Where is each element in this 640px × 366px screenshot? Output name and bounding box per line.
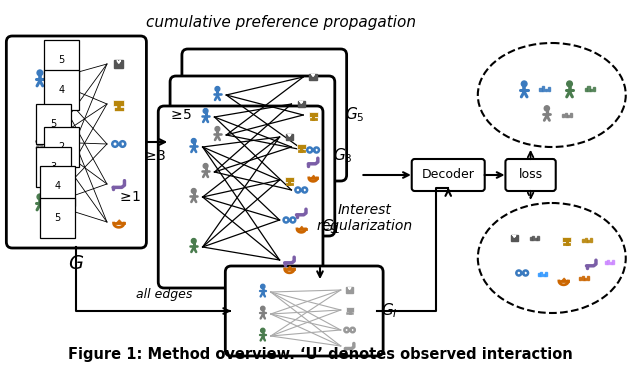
Bar	[545, 89, 547, 91]
Bar	[285, 176, 294, 182]
Bar	[297, 143, 306, 149]
Bar	[588, 86, 589, 91]
Bar	[568, 115, 570, 117]
Text: Decoder: Decoder	[422, 168, 475, 182]
Ellipse shape	[478, 203, 626, 313]
Bar	[585, 238, 587, 242]
Bar	[542, 86, 544, 91]
Text: 2: 2	[58, 142, 65, 152]
Polygon shape	[348, 287, 351, 290]
Bar	[563, 114, 564, 117]
Bar	[584, 278, 586, 280]
Text: all edges: all edges	[136, 288, 193, 301]
Circle shape	[260, 284, 265, 289]
Bar	[346, 287, 353, 293]
Bar	[587, 276, 589, 280]
Text: $G_1$: $G_1$	[321, 218, 340, 236]
Circle shape	[203, 164, 208, 168]
Bar	[309, 74, 317, 80]
Bar	[538, 236, 540, 240]
Text: $G$: $G$	[68, 254, 84, 273]
FancyBboxPatch shape	[158, 106, 323, 288]
Circle shape	[260, 328, 265, 333]
Text: 5: 5	[54, 213, 61, 223]
Bar	[582, 276, 584, 280]
Circle shape	[522, 81, 527, 87]
Bar	[543, 274, 545, 276]
Bar	[570, 113, 572, 117]
Circle shape	[37, 70, 43, 76]
Bar	[610, 262, 612, 264]
Text: 3: 3	[51, 162, 57, 172]
Circle shape	[191, 188, 196, 193]
Bar	[308, 112, 317, 117]
Bar	[285, 134, 293, 140]
Circle shape	[191, 239, 196, 243]
Polygon shape	[288, 134, 291, 137]
Polygon shape	[300, 101, 303, 104]
Text: $\geq\!5$: $\geq\!5$	[168, 108, 192, 122]
Polygon shape	[312, 74, 315, 76]
Circle shape	[567, 81, 572, 87]
Circle shape	[203, 109, 208, 113]
Bar	[590, 89, 593, 91]
Text: cumulative preference propagation: cumulative preference propagation	[145, 15, 415, 30]
Bar	[587, 240, 589, 242]
Circle shape	[37, 194, 43, 200]
Bar	[548, 87, 550, 91]
Text: Interest
regularization: Interest regularization	[316, 203, 412, 233]
Circle shape	[544, 106, 550, 111]
Bar	[540, 88, 541, 91]
Polygon shape	[513, 235, 516, 238]
Bar	[530, 237, 532, 240]
Circle shape	[215, 86, 220, 92]
Bar	[607, 259, 609, 264]
Bar	[511, 235, 518, 241]
Bar	[113, 100, 124, 107]
FancyBboxPatch shape	[412, 159, 484, 191]
Bar	[540, 272, 542, 276]
FancyBboxPatch shape	[6, 36, 147, 248]
Bar	[538, 273, 540, 276]
FancyBboxPatch shape	[225, 266, 383, 356]
Text: loss: loss	[518, 168, 543, 182]
Bar	[579, 277, 581, 280]
Text: $G_3$: $G_3$	[333, 147, 353, 165]
Text: $G_I$: $G_I$	[381, 302, 398, 320]
Bar	[298, 101, 305, 107]
Bar	[545, 272, 547, 276]
Text: Figure 1: Method overview. ‘U’ denotes observed interaction: Figure 1: Method overview. ‘U’ denotes o…	[68, 347, 572, 362]
Text: $G_5$: $G_5$	[345, 106, 364, 124]
Ellipse shape	[478, 43, 626, 147]
Bar	[589, 238, 591, 242]
Bar	[593, 87, 595, 91]
Bar	[565, 113, 567, 117]
Text: 4: 4	[54, 181, 61, 191]
Text: 4: 4	[58, 85, 65, 95]
Text: 5: 5	[58, 55, 65, 65]
FancyBboxPatch shape	[506, 159, 556, 191]
Circle shape	[260, 306, 265, 311]
Text: 5: 5	[51, 119, 57, 129]
Text: $\geq\!3$: $\geq\!3$	[142, 149, 166, 163]
Bar	[535, 238, 537, 240]
Bar	[605, 261, 607, 264]
FancyBboxPatch shape	[182, 49, 347, 181]
Bar	[612, 261, 614, 264]
Polygon shape	[117, 60, 120, 63]
Circle shape	[191, 138, 196, 143]
Bar	[532, 236, 534, 240]
FancyBboxPatch shape	[170, 76, 335, 236]
Bar	[346, 307, 353, 312]
Bar	[562, 236, 571, 242]
Bar	[115, 60, 124, 68]
Text: $\geq\!1$: $\geq\!1$	[117, 190, 142, 204]
Circle shape	[215, 127, 220, 131]
Bar	[582, 239, 584, 242]
Bar	[585, 88, 587, 91]
Circle shape	[37, 132, 43, 138]
